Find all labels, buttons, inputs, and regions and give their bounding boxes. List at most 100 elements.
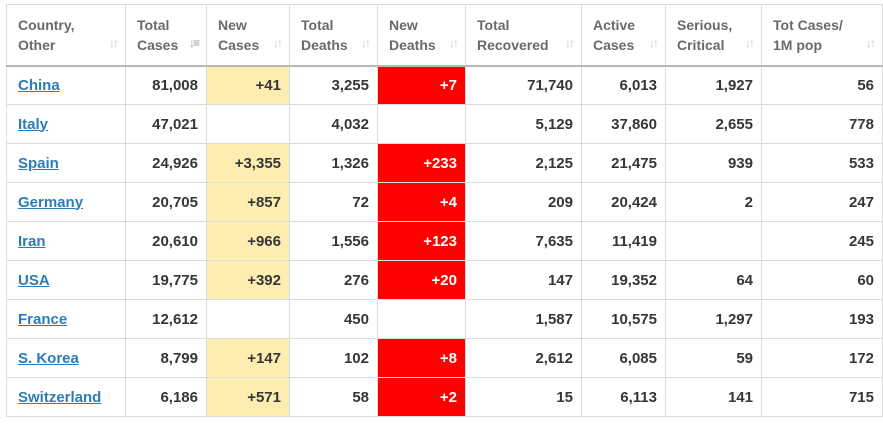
cell-country: China [6, 65, 126, 105]
cell-cases-per-1m: 533 [761, 143, 883, 183]
cell-country: S. Korea [6, 338, 126, 378]
cell-total-cases: 12,612 [125, 299, 207, 339]
cell-new-cases: +147 [206, 338, 290, 378]
cell-cases-per-1m: 245 [761, 221, 883, 261]
sort-arrows-icon: ↓↑ [649, 35, 659, 50]
table-row: Switzerland 6,186 +571 58 +2 15 6,113 141 715 [6, 377, 883, 417]
country-link[interactable]: France [18, 310, 68, 328]
cell-new-deaths: +2 [377, 377, 466, 417]
cell-total-deaths: 450 [289, 299, 378, 339]
column-header-active-cases[interactable]: Active Cases ↓↑ [581, 4, 666, 67]
column-header-new-cases[interactable]: New Cases ↓↑ [206, 4, 290, 67]
cell-new-deaths [377, 104, 466, 144]
country-link[interactable]: S. Korea [18, 349, 79, 367]
cell-total-cases: 6,186 [125, 377, 207, 417]
cell-active-cases: 19,352 [581, 260, 666, 300]
cell-total-cases: 24,926 [125, 143, 207, 183]
country-link[interactable]: Switzerland [18, 388, 102, 406]
cell-serious-critical: 1,927 [665, 65, 762, 105]
cell-total-deaths: 72 [289, 182, 378, 222]
cell-cases-per-1m: 778 [761, 104, 883, 144]
column-header-total-deaths[interactable]: Total Deaths ↓↑ [289, 4, 378, 67]
country-link[interactable]: Iran [18, 232, 46, 250]
column-header-total-recovered[interactable]: Total Recovered ↓↑ [465, 4, 582, 67]
cell-active-cases: 6,085 [581, 338, 666, 378]
sort-arrows-icon: ↓↑ [273, 35, 283, 50]
country-link[interactable]: Germany [18, 193, 84, 211]
cell-serious-critical: 64 [665, 260, 762, 300]
cell-total-recovered: 71,740 [465, 65, 582, 105]
cell-total-recovered: 2,125 [465, 143, 582, 183]
cell-total-recovered: 147 [465, 260, 582, 300]
column-header-serious-critical[interactable]: Serious, Critical ↓↑ [665, 4, 762, 67]
cell-country: Spain [6, 143, 126, 183]
sort-arrows-icon: ↓↑ [109, 35, 119, 50]
cell-cases-per-1m: 172 [761, 338, 883, 378]
cell-total-cases: 20,610 [125, 221, 207, 261]
column-header-new-deaths[interactable]: New Deaths ↓↑ [377, 4, 466, 67]
cell-active-cases: 10,575 [581, 299, 666, 339]
cell-serious-critical: 2 [665, 182, 762, 222]
table-row: Iran 20,610 +966 1,556 +123 7,635 11,419 245 [6, 221, 883, 261]
sort-arrows-icon: ↓↑ [565, 35, 575, 50]
column-header-cases-per-1m[interactable]: Tot Cases/ 1M pop ↓↑ [761, 4, 883, 67]
cell-total-deaths: 276 [289, 260, 378, 300]
column-header-label: Serious, Critical [677, 16, 733, 53]
cell-active-cases: 20,424 [581, 182, 666, 222]
cell-new-cases: +571 [206, 377, 290, 417]
column-header-label: Total Cases [137, 16, 179, 53]
cell-serious-critical [665, 221, 762, 261]
cell-total-deaths: 1,556 [289, 221, 378, 261]
column-header-total-cases[interactable]: Total Cases ↓≡ [125, 4, 207, 67]
column-header-label: Tot Cases/ 1M pop [773, 16, 843, 53]
country-link[interactable]: Spain [18, 154, 59, 172]
column-header-label: Total Recovered [477, 16, 549, 53]
table-row: Spain 24,926 +3,355 1,326 +233 2,125 21,475 939… [6, 143, 883, 183]
cell-total-deaths: 58 [289, 377, 378, 417]
cell-serious-critical: 59 [665, 338, 762, 378]
table-row: China 81,008 +41 3,255 +7 71,740 6,013 1,927 56 [6, 65, 883, 105]
column-header-label: Total Deaths [301, 16, 348, 53]
cell-new-cases: +3,355 [206, 143, 290, 183]
sort-arrows-icon: ↓↑ [745, 35, 755, 50]
country-link[interactable]: USA [18, 271, 50, 289]
cell-new-cases: +966 [206, 221, 290, 261]
sort-descending-icon: ↓≡ [188, 35, 200, 50]
cell-total-cases: 81,008 [125, 65, 207, 105]
cell-new-cases [206, 104, 290, 144]
cell-country: France [6, 299, 126, 339]
cell-new-deaths [377, 299, 466, 339]
cell-total-deaths: 102 [289, 338, 378, 378]
cell-cases-per-1m: 193 [761, 299, 883, 339]
cell-total-recovered: 7,635 [465, 221, 582, 261]
cell-total-deaths: 3,255 [289, 65, 378, 105]
country-link[interactable]: China [18, 76, 60, 94]
cell-cases-per-1m: 56 [761, 65, 883, 105]
sort-arrows-icon: ↓↑ [449, 35, 459, 50]
cell-active-cases: 21,475 [581, 143, 666, 183]
column-header-label: Active Cases [593, 16, 636, 53]
cell-serious-critical: 1,297 [665, 299, 762, 339]
cell-new-cases: +857 [206, 182, 290, 222]
column-header-country[interactable]: Country, Other ↓↑ [6, 4, 126, 67]
cell-cases-per-1m: 247 [761, 182, 883, 222]
cell-total-cases: 19,775 [125, 260, 207, 300]
sort-arrows-icon: ↓↑ [866, 35, 876, 50]
sort-arrows-icon: ↓↑ [361, 35, 371, 50]
cell-total-recovered: 2,612 [465, 338, 582, 378]
column-header-label: Country, Other [18, 16, 75, 53]
cell-serious-critical: 141 [665, 377, 762, 417]
cell-total-recovered: 5,129 [465, 104, 582, 144]
table-body: China 81,008 +41 3,255 +7 71,740 6,013 1,927 56 I… [6, 65, 883, 417]
cell-cases-per-1m: 60 [761, 260, 883, 300]
cell-total-recovered: 209 [465, 182, 582, 222]
cell-cases-per-1m: 715 [761, 377, 883, 417]
country-link[interactable]: Italy [18, 115, 49, 133]
table-row: Germany 20,705 +857 72 +4 209 20,424 2 247 [6, 182, 883, 222]
cell-new-cases: +392 [206, 260, 290, 300]
cell-new-deaths: +4 [377, 182, 466, 222]
cell-total-deaths: 4,032 [289, 104, 378, 144]
cell-country: Switzerland [6, 377, 126, 417]
cell-country: Germany [6, 182, 126, 222]
column-header-label: New Deaths [389, 16, 436, 53]
